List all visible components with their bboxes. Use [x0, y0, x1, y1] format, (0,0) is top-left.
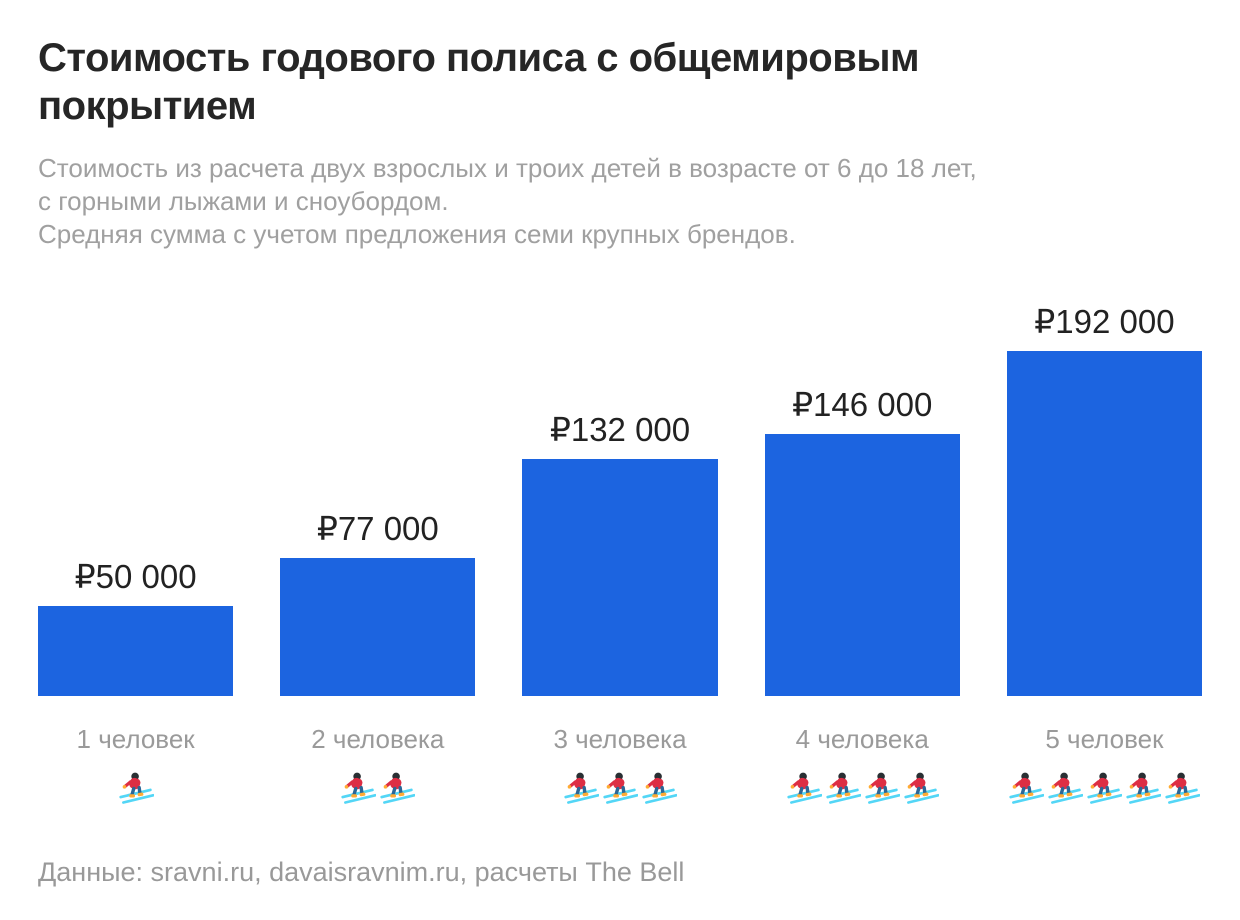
skier-icon — [642, 772, 677, 805]
category-label: 5 человек — [1045, 724, 1164, 755]
bar-area: ₽77 000 — [280, 286, 476, 697]
skier-icon — [1048, 772, 1084, 805]
bar — [280, 558, 476, 697]
bar-value-label: ₽132 000 — [549, 411, 691, 449]
bar-area: ₽192 000 — [1006, 286, 1203, 697]
bar-value-label: ₽77 000 — [316, 510, 439, 548]
bar-area: ₽132 000 — [522, 286, 718, 697]
chart-subtitle: Стоимость из расчета двух взрослых и тро… — [38, 152, 1202, 250]
bar-value-label: ₽146 000 — [792, 386, 933, 424]
skier-icon — [1087, 772, 1123, 805]
category-label: 4 человека — [795, 724, 929, 755]
bar-group-4: ₽146 000 4 человека — [764, 286, 960, 811]
chart-title: Стоимость годового полиса с общемировым … — [38, 36, 920, 128]
bar-value-label: ₽50 000 — [74, 558, 197, 596]
bar-group-3: ₽132 000 3 человека — [522, 286, 718, 811]
category-label: 3 человека — [553, 724, 687, 755]
skier-icon — [380, 772, 416, 805]
subtitle-line-3: Средняя сумма с учетом предложения семи … — [38, 218, 796, 249]
skier-icons-row — [118, 767, 154, 811]
skier-icon — [787, 772, 822, 805]
skier-icon — [826, 772, 861, 805]
skier-icon — [904, 772, 939, 805]
source-note: Данные: sravni.ru, davaisravnim.ru, расч… — [38, 857, 685, 888]
skier-icon — [341, 772, 377, 805]
subtitle-line-2: с горными лыжами и сноубордом. — [38, 185, 449, 216]
skier-icons-row — [340, 767, 416, 811]
category-label: 1 человек — [76, 724, 195, 755]
skier-icon — [1009, 772, 1045, 805]
skier-icon — [564, 772, 599, 805]
category-label: 2 человека — [311, 724, 445, 755]
skier-icon — [1165, 772, 1201, 805]
subtitle-line-1: Стоимость из расчета двух взрослых и тро… — [38, 153, 977, 183]
skier-icon — [603, 772, 638, 805]
skier-icons-row — [563, 767, 677, 811]
skier-icons-row — [1008, 767, 1201, 811]
bar — [38, 606, 234, 697]
bar-area: ₽146 000 — [764, 286, 960, 697]
bar-group-2: ₽77 000 2 человека — [280, 286, 476, 811]
bar — [764, 434, 960, 697]
skier-icons-row — [786, 767, 939, 811]
skier-icon — [865, 772, 900, 805]
bar-group-5: ₽192 000 5 человек — [1006, 286, 1203, 811]
bar-group-1: ₽50 000 1 человек — [38, 286, 234, 811]
skier-icon — [1126, 772, 1162, 805]
bar-area: ₽50 000 — [38, 286, 234, 697]
bar-chart: ₽50 000 1 человек ₽77 000 2 человека ₽132 00… — [38, 286, 1203, 811]
bar — [1006, 351, 1203, 697]
skier-icon — [118, 772, 154, 805]
bar-value-label: ₽192 000 — [1034, 303, 1175, 341]
bar — [522, 459, 718, 697]
